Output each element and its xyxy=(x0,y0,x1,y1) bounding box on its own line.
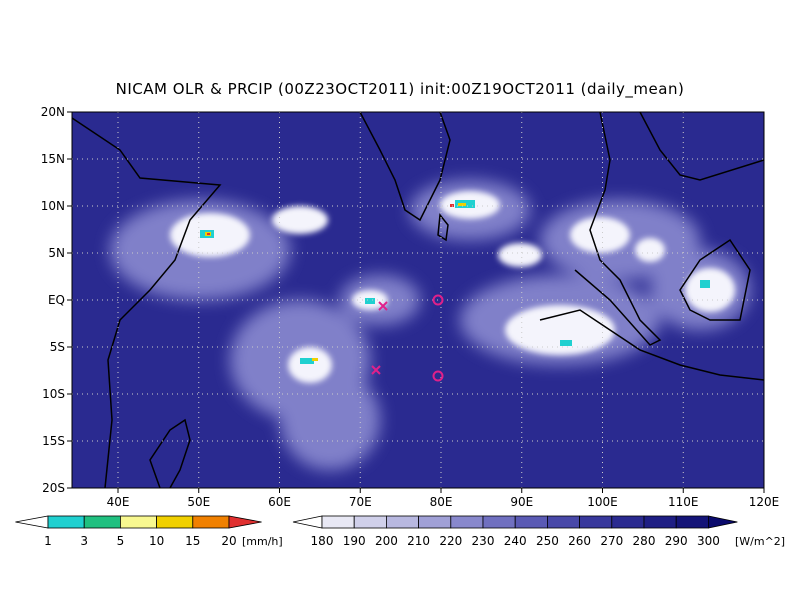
colorbar-label: 270 xyxy=(600,534,623,548)
colorbar-arrow xyxy=(708,515,738,529)
colorbar-box xyxy=(120,515,158,529)
colorbar-label: 1 xyxy=(44,534,52,548)
colorbar-box xyxy=(83,515,121,529)
lon-label: 100E xyxy=(587,495,618,509)
colorbar-box xyxy=(47,515,85,529)
colorbar-arrow xyxy=(15,515,49,529)
colorbar-label: 230 xyxy=(472,534,495,548)
colorbar-box xyxy=(450,515,484,529)
lat-label: 20S xyxy=(42,481,65,495)
lat-label: 10S xyxy=(42,387,65,401)
lon-label: 70E xyxy=(349,495,372,509)
map-title: NICAM OLR & PRCIP (00Z23OCT2011) init:00… xyxy=(116,80,685,99)
colorbar-box xyxy=(514,515,548,529)
colorbar-label: 5 xyxy=(117,534,125,548)
colorbar-arrow xyxy=(228,515,262,529)
lat-label: 5N xyxy=(48,246,65,260)
colorbar-unit: [mm/h] xyxy=(242,535,283,548)
map-field xyxy=(72,112,764,488)
colorbar-box xyxy=(611,515,645,529)
colorbar-label: 210 xyxy=(407,534,430,548)
lat-label: 15N xyxy=(41,152,65,166)
colorbar-label: 240 xyxy=(504,534,527,548)
colorbar-label: 300 xyxy=(697,534,720,548)
lon-label: 80E xyxy=(430,495,453,509)
colorbar-label: 200 xyxy=(375,534,398,548)
colorbar-box xyxy=(385,515,419,529)
colorbar-box xyxy=(418,515,452,529)
colorbar-unit: [W/m^2] xyxy=(735,535,785,548)
lat-label: 20N xyxy=(41,105,65,119)
colorbar-label: 190 xyxy=(343,534,366,548)
colorbar-box xyxy=(547,515,581,529)
lat-label: 5S xyxy=(50,340,65,354)
colorbar-label: 15 xyxy=(185,534,200,548)
lon-label: 90E xyxy=(510,495,533,509)
colorbar-box xyxy=(482,515,516,529)
colorbar-label: 280 xyxy=(633,534,656,548)
colorbar-box xyxy=(579,515,613,529)
lon-label: 60E xyxy=(268,495,291,509)
colorbar-label: 250 xyxy=(536,534,559,548)
colorbar-box xyxy=(675,515,709,529)
colorbar-label: 260 xyxy=(568,534,591,548)
lon-label: 40E xyxy=(107,495,130,509)
colorbar-label: 3 xyxy=(80,534,88,548)
colorbar-box xyxy=(156,515,194,529)
colorbar-label: 10 xyxy=(149,534,164,548)
colorbar-arrow xyxy=(292,515,323,529)
lon-label: 110E xyxy=(668,495,699,509)
lat-label: 10N xyxy=(41,199,65,213)
colorbar-box xyxy=(321,515,355,529)
colorbar-label: 220 xyxy=(439,534,462,548)
lat-label: 15S xyxy=(42,434,65,448)
lat-label: EQ xyxy=(48,293,65,307)
colorbar-box xyxy=(643,515,677,529)
lon-label: 50E xyxy=(187,495,210,509)
colorbar-label: 180 xyxy=(311,534,334,548)
colorbar-box xyxy=(353,515,387,529)
colorbar-label: 20 xyxy=(221,534,236,548)
lon-label: 120E xyxy=(749,495,780,509)
colorbar-box xyxy=(192,515,230,529)
colorbar-label: 290 xyxy=(665,534,688,548)
